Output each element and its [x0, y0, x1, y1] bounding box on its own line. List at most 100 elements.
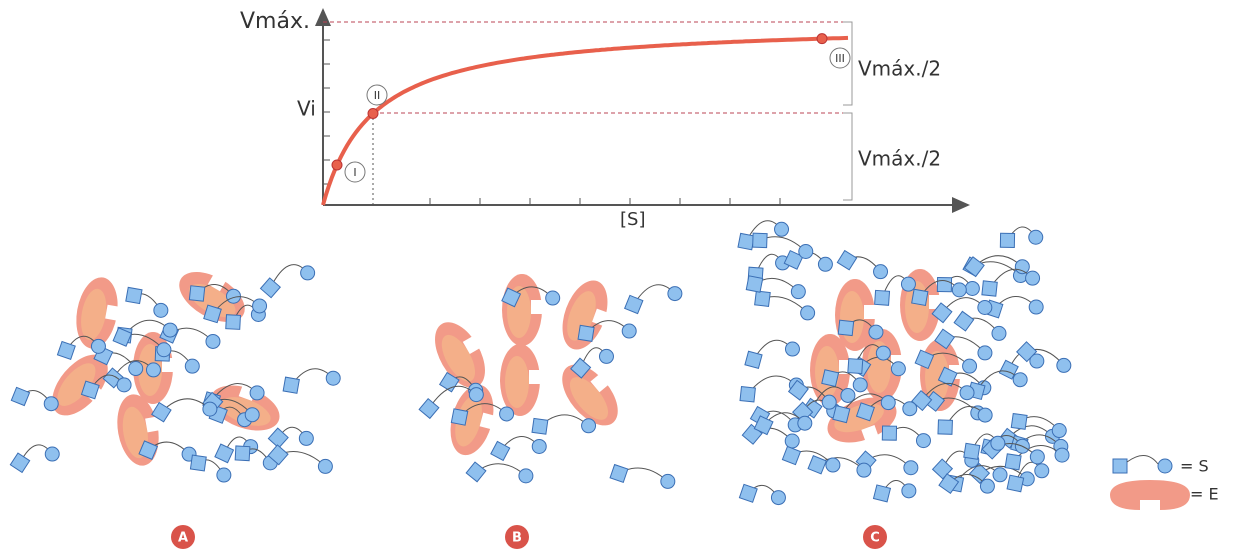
substrate-circle	[992, 326, 1006, 340]
substrate-square	[261, 278, 281, 298]
panel-label: B	[512, 531, 522, 546]
substrate-square	[740, 387, 755, 402]
legend: = S = E	[1110, 455, 1219, 510]
substrate-circle	[841, 388, 855, 402]
substrate-circle	[157, 343, 171, 357]
page: Vmáx. Vi [S] Vmáx./2 Vmáx./2 IIIIII ABC …	[0, 0, 1234, 552]
substrate-circle	[826, 458, 840, 472]
substrate-square	[965, 257, 985, 277]
substrate-circle	[622, 324, 636, 338]
substrate-circle	[785, 342, 799, 356]
active-site	[531, 300, 543, 314]
curve-point	[368, 109, 378, 119]
active-site	[105, 305, 119, 321]
substrate-circle	[1029, 300, 1043, 314]
substrate-square	[982, 281, 997, 296]
substrate-circle	[952, 283, 966, 297]
point-label: I	[353, 166, 356, 179]
substrate-square	[1000, 233, 1014, 247]
substrate-circle	[902, 484, 916, 498]
legend-square	[1113, 459, 1127, 473]
substrate-square	[838, 320, 853, 335]
enzyme	[425, 313, 497, 396]
substrate-circle	[163, 323, 177, 337]
substrate-circle	[668, 287, 682, 301]
substrate-circle	[519, 469, 533, 483]
substrate-circle	[891, 362, 905, 376]
curve-point	[817, 34, 827, 44]
substrate-square	[938, 420, 952, 434]
substrate-circle	[318, 459, 332, 473]
substrate-circle	[299, 431, 313, 445]
substrate-circle	[978, 346, 992, 360]
substrate-square	[126, 287, 142, 303]
legend-link	[1127, 455, 1158, 464]
substrate-circle	[904, 461, 918, 475]
substrate-circle	[960, 386, 974, 400]
substrate-circle	[1030, 450, 1044, 464]
substrate-square	[466, 462, 486, 482]
substrate-circle	[869, 325, 883, 339]
enzyme	[554, 274, 617, 356]
substrate-circle	[775, 222, 789, 236]
substrate-square	[808, 456, 826, 474]
substrate-square	[782, 447, 800, 465]
substrate-square	[419, 399, 439, 419]
substrate-square	[912, 289, 928, 305]
substrate-circle	[203, 402, 217, 416]
substrate-circle	[791, 285, 805, 299]
substrate-square	[833, 406, 850, 423]
active-site	[864, 305, 876, 319]
substrate-circle	[853, 378, 867, 392]
substrate-circle	[91, 339, 105, 353]
legend-e: = E	[1190, 485, 1219, 504]
substrate-circle	[546, 291, 560, 305]
substrate-circle	[818, 257, 832, 271]
curve-point	[332, 160, 342, 170]
vmax-label: Vmáx.	[240, 9, 310, 34]
substrate-square	[755, 291, 771, 307]
point-label: III	[835, 52, 845, 65]
substrate-circle	[250, 386, 264, 400]
legend-s: = S	[1180, 457, 1209, 476]
substrate-circle	[980, 479, 994, 493]
substrate-circle	[965, 281, 979, 295]
substrate-circle	[217, 468, 231, 482]
substrate-circle	[253, 299, 267, 313]
substrate-square	[57, 342, 75, 360]
substrate-circle	[500, 407, 514, 421]
substrate-circle	[154, 303, 168, 317]
substrate-circle	[1057, 358, 1071, 372]
substrate-circle	[469, 388, 483, 402]
substrate-square	[882, 426, 896, 440]
substrate-circle	[881, 396, 895, 410]
substrate-circle	[1035, 464, 1049, 478]
substrate-square	[738, 233, 754, 249]
substrate-circle	[185, 359, 199, 373]
substrate-square	[578, 325, 594, 341]
substrate-square	[937, 278, 951, 292]
substrate-circle	[326, 371, 340, 385]
substrate-circle	[1055, 448, 1069, 462]
panel-label: C	[870, 531, 880, 546]
legend-enzyme	[1110, 480, 1190, 510]
substrate-circle	[245, 408, 259, 422]
substrate-circle	[822, 395, 836, 409]
substrate-circle	[45, 447, 59, 461]
substrate-circle	[1026, 271, 1040, 285]
substrate-square	[451, 409, 467, 425]
substrate-circle	[1013, 373, 1027, 387]
substrate-square	[753, 233, 767, 247]
substrate-circle	[532, 439, 546, 453]
substrate-circle	[799, 244, 813, 258]
substrate-circle	[661, 474, 675, 488]
substrate-square	[964, 443, 980, 459]
substrate-square	[875, 290, 890, 305]
x-label: [S]	[620, 209, 645, 230]
vi-label: Vi	[297, 97, 316, 121]
bracket-label: Vmáx./2	[858, 57, 941, 81]
panels: ABC	[10, 221, 1070, 549]
substrate-circle	[1029, 230, 1043, 244]
substrate-square	[11, 387, 29, 405]
